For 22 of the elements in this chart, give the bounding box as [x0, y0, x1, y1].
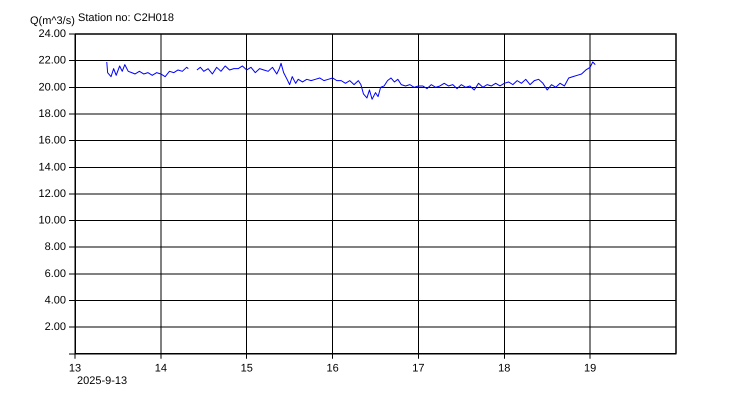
y-tick-label: 24.00	[38, 28, 66, 40]
y-tick-label: 22.00	[38, 54, 66, 67]
y-tick-label: 12.00	[38, 188, 66, 200]
text: 2025-9-13	[77, 374, 128, 387]
y-axis-title: Q(m^3/s)	[30, 15, 75, 27]
x-tick-label: 17	[412, 362, 425, 374]
y-tick-label: 10.00	[38, 214, 66, 227]
y-tick-label: 6.00	[44, 268, 66, 280]
y-tick-label: 18.00	[38, 108, 66, 120]
y-tick-label: 16.00	[38, 134, 66, 147]
y-tick-label: 8.00	[44, 241, 66, 254]
x-tick-label: 16	[326, 362, 339, 374]
y-tick-label: 20.00	[38, 81, 66, 94]
y-tick-label: 4.00	[44, 294, 66, 307]
y-tick-label: 14.00	[38, 161, 66, 174]
x-tick-label: 19	[584, 362, 596, 374]
x-tick-label: 13	[68, 362, 82, 374]
x-tick-label: 14	[154, 362, 167, 374]
y-tick-label: 2.00	[44, 321, 66, 334]
chart-title: Station no: C2H018	[78, 12, 174, 24]
x-tick-label: 15	[240, 362, 253, 374]
x-tick-label: 18	[498, 362, 510, 374]
